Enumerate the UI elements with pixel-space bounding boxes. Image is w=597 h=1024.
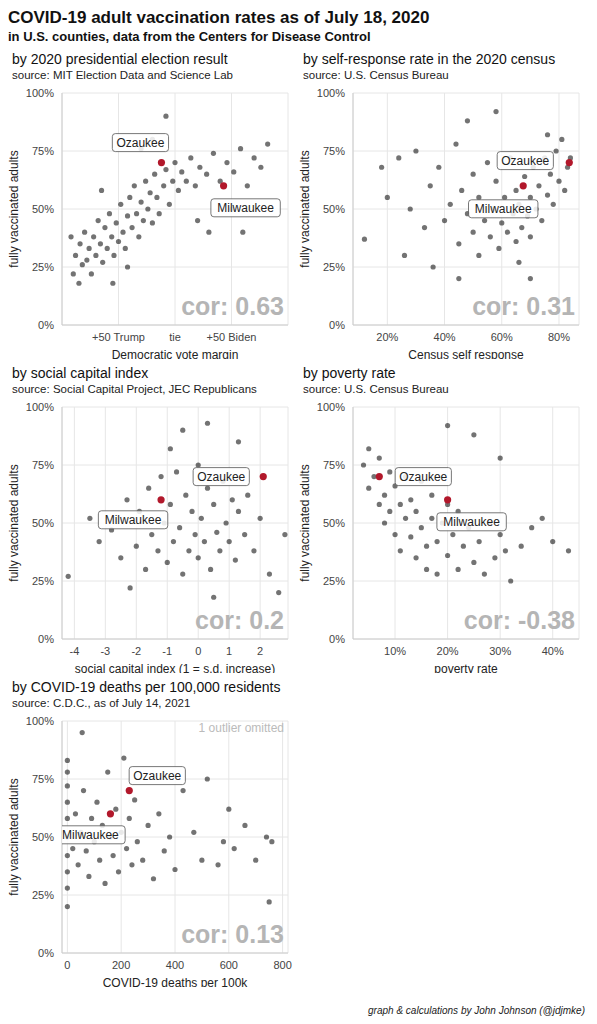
- svg-text:COVID-19 deaths per 100k: COVID-19 deaths per 100k: [103, 976, 249, 987]
- svg-text:Census self response: Census self response: [408, 348, 524, 359]
- html-text:cor: 0.31: cor: 0.31: [472, 292, 575, 320]
- svg-text:100%: 100%: [26, 401, 54, 413]
- svg-text:fully vaccinated adults: fully vaccinated adults: [299, 150, 312, 267]
- svg-text:0%: 0%: [329, 633, 345, 645]
- svg-text:Ozaukee: Ozaukee: [501, 154, 549, 168]
- html-text:by poverty rate: by poverty rate: [303, 365, 396, 381]
- html-text:in U.S. counties, data from th: in U.S. counties, data from the Centers …: [8, 29, 371, 44]
- svg-text:75%: 75%: [323, 145, 345, 157]
- svg-text:10%: 10%: [384, 645, 406, 657]
- svg-text:Ozaukee: Ozaukee: [399, 470, 447, 484]
- svg-text:Ozaukee: Ozaukee: [133, 769, 181, 783]
- svg-text:-2: -2: [131, 645, 141, 657]
- svg-text:-1: -1: [162, 645, 172, 657]
- svg-text:-4: -4: [69, 645, 79, 657]
- html-text:by COVID-19 deaths per 100,000: by COVID-19 deaths per 100,000 residents: [12, 679, 281, 695]
- html-text:1 outlier omitted: 1 outlier omitted: [198, 721, 284, 735]
- svg-text:-3: -3: [100, 645, 110, 657]
- svg-text:0: 0: [195, 645, 201, 657]
- svg-text:100%: 100%: [26, 87, 54, 99]
- svg-text:fully vaccinated adults: fully vaccinated adults: [8, 150, 21, 267]
- svg-text:Ozaukee: Ozaukee: [197, 470, 245, 484]
- html-text:source: U.S. Census Bureau: source: U.S. Census Bureau: [303, 69, 449, 81]
- svg-text:20%: 20%: [376, 331, 398, 343]
- svg-text:25%: 25%: [32, 889, 54, 901]
- html-text:by 2020 presidential election: by 2020 presidential election result: [12, 51, 228, 67]
- svg-text:25%: 25%: [323, 261, 345, 273]
- svg-text:600: 600: [220, 959, 238, 971]
- html-text:by social capital index: by social capital index: [12, 365, 149, 381]
- html-text:cor: 0.2: cor: 0.2: [195, 606, 284, 634]
- svg-text:0: 0: [64, 959, 70, 971]
- svg-text:40%: 40%: [542, 645, 564, 657]
- svg-text:100%: 100%: [317, 401, 345, 413]
- svg-text:75%: 75%: [32, 773, 54, 785]
- svg-text:0%: 0%: [38, 947, 54, 959]
- svg-text:200: 200: [112, 959, 130, 971]
- svg-text:60%: 60%: [491, 331, 513, 343]
- html-text:source: U.S. Census Bureau: source: U.S. Census Bureau: [303, 383, 449, 395]
- svg-text:Democratic vote margin: Democratic vote margin: [112, 348, 239, 359]
- svg-text:50%: 50%: [32, 203, 54, 215]
- svg-text:75%: 75%: [323, 459, 345, 471]
- svg-text:25%: 25%: [32, 575, 54, 587]
- svg-text:+50 Trump: +50 Trump: [92, 331, 145, 343]
- svg-text:75%: 75%: [32, 459, 54, 471]
- svg-text:30%: 30%: [489, 645, 511, 657]
- html-text:cor: -0.38: cor: -0.38: [463, 606, 575, 634]
- svg-text:poverty rate: poverty rate: [434, 662, 498, 673]
- html-text:graph & calculations by John J: graph & calculations by John Johnson (@j…: [368, 1005, 585, 1016]
- svg-text:fully vaccinated adults: fully vaccinated adults: [8, 464, 21, 581]
- svg-text:Ozaukee: Ozaukee: [116, 136, 164, 150]
- svg-text:1: 1: [226, 645, 232, 657]
- svg-text:0%: 0%: [329, 319, 345, 331]
- svg-text:40%: 40%: [434, 331, 456, 343]
- svg-text:75%: 75%: [32, 145, 54, 157]
- svg-text:0%: 0%: [38, 319, 54, 331]
- svg-text:fully vaccinated adults: fully vaccinated adults: [8, 778, 21, 895]
- html-text:source: C.D.C., as of July 14,: source: C.D.C., as of July 14, 2021: [12, 697, 191, 709]
- svg-text:80%: 80%: [548, 331, 570, 343]
- svg-text:0%: 0%: [38, 633, 54, 645]
- svg-text:25%: 25%: [323, 575, 345, 587]
- svg-text:Milwaukee: Milwaukee: [475, 202, 532, 216]
- svg-text:50%: 50%: [323, 517, 345, 529]
- svg-text:Milwaukee: Milwaukee: [105, 513, 162, 527]
- svg-text:+50 Biden: +50 Biden: [207, 331, 257, 343]
- svg-text:Milwaukee: Milwaukee: [217, 201, 274, 215]
- svg-text:20%: 20%: [437, 645, 459, 657]
- html-text:by self-response rate in the 2: by self-response rate in the 2020 census: [303, 51, 556, 67]
- html-text:source: MIT Election Data and: source: MIT Election Data and Science La…: [12, 69, 233, 81]
- html-text:source: Social Capital Project: source: Social Capital Project, JEC Repu…: [12, 383, 257, 395]
- svg-text:25%: 25%: [32, 261, 54, 273]
- svg-text:50%: 50%: [32, 831, 54, 843]
- svg-text:social capital index (1 = s.d.: social capital index (1 = s.d. increase): [75, 662, 275, 673]
- html-text:cor: 0.63: cor: 0.63: [181, 292, 284, 320]
- svg-text:50%: 50%: [32, 517, 54, 529]
- svg-text:100%: 100%: [317, 87, 345, 99]
- html-text:COVID-19 adult vaccination rat: COVID-19 adult vaccination rates as of J…: [8, 8, 430, 27]
- svg-text:800: 800: [273, 959, 291, 971]
- svg-text:Milwaukee: Milwaukee: [443, 515, 500, 529]
- svg-text:50%: 50%: [323, 203, 345, 215]
- svg-text:fully vaccinated adults: fully vaccinated adults: [299, 464, 312, 581]
- svg-text:400: 400: [166, 959, 184, 971]
- svg-text:2: 2: [257, 645, 263, 657]
- svg-text:100%: 100%: [26, 715, 54, 727]
- svg-text:tie: tie: [169, 331, 181, 343]
- svg-text:Milwaukee: Milwaukee: [62, 828, 119, 842]
- html-text:cor: 0.13: cor: 0.13: [181, 920, 284, 948]
